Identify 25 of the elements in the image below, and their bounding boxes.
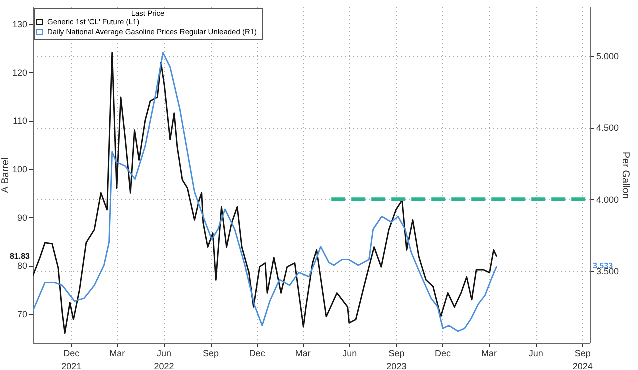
y2-tick-label: 5.000 (596, 51, 620, 62)
x-tick-label: Sep 2023 (386, 348, 407, 370)
x-tick-label: Jun 2022 (154, 348, 174, 370)
y-tick-label: 100 (12, 164, 28, 174)
x-tick-label: Dec (249, 348, 266, 358)
x-tick-label: Sep 2024 (572, 348, 593, 370)
y-tick-label: 80 (17, 261, 28, 272)
text: 81.83 (10, 252, 31, 261)
x-tick-label: Dec 2021 (62, 348, 82, 370)
x-tick-label: Mar (110, 348, 126, 358)
x-tick-label: Jun (342, 348, 358, 358)
y2-tick-label: 4.000 (596, 194, 620, 205)
x-tick-label: Mar (295, 348, 311, 358)
x-tick-label: Sep (203, 348, 220, 358)
y-tick-label: 130 (12, 19, 28, 30)
x-tick-label: Dec (434, 348, 452, 358)
x-tick-label: Jun (528, 348, 544, 358)
y-tick-label: 120 (12, 68, 28, 78)
y-tick-label: 110 (13, 116, 28, 126)
y-tick-label: 90 (17, 212, 28, 223)
y-axis-title: A Barrel (0, 158, 12, 194)
x-tick-label: Mar (482, 348, 498, 358)
y2-tick-label: 4.500 (596, 123, 620, 134)
y-tick-label: 70 (17, 309, 28, 320)
y2-axis-title: Per Gallon (620, 152, 632, 200)
